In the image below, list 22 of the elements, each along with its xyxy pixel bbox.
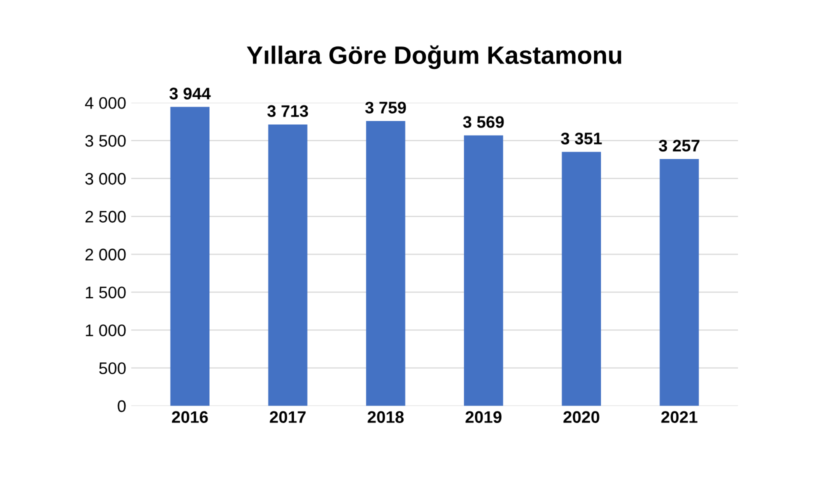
y-tick-label: 3 000 xyxy=(85,172,126,185)
y-tick-label: 2 000 xyxy=(85,248,126,260)
y-tick-label: 1 000 xyxy=(86,324,126,336)
data-label: 3 569 xyxy=(463,116,504,128)
data-label: 3 713 xyxy=(267,105,308,118)
x-tick-label: 2018 xyxy=(368,411,404,423)
data-label: 3 944 xyxy=(169,88,211,100)
x-tick-label: 2021 xyxy=(661,411,698,423)
data-label: 3 257 xyxy=(658,140,700,152)
chart-title: Yıllara Göre Doğum Kastamonu xyxy=(246,45,622,70)
data-label: 3 351 xyxy=(560,132,602,144)
y-tick-label: 3 500 xyxy=(85,134,126,147)
y-tick-label: 1 500 xyxy=(86,286,126,298)
x-tick-label: 2019 xyxy=(466,411,502,423)
x-tick-label: 2016 xyxy=(172,411,208,423)
x-tick-label: 2017 xyxy=(270,411,306,423)
y-tick-label: 0 xyxy=(118,400,126,412)
y-tick-label: 4 000 xyxy=(85,97,126,109)
y-tick-label: 500 xyxy=(99,362,126,374)
data-label: 3 759 xyxy=(365,102,406,114)
y-tick-label: 2 500 xyxy=(85,210,126,223)
x-tick-label: 2020 xyxy=(563,411,600,423)
